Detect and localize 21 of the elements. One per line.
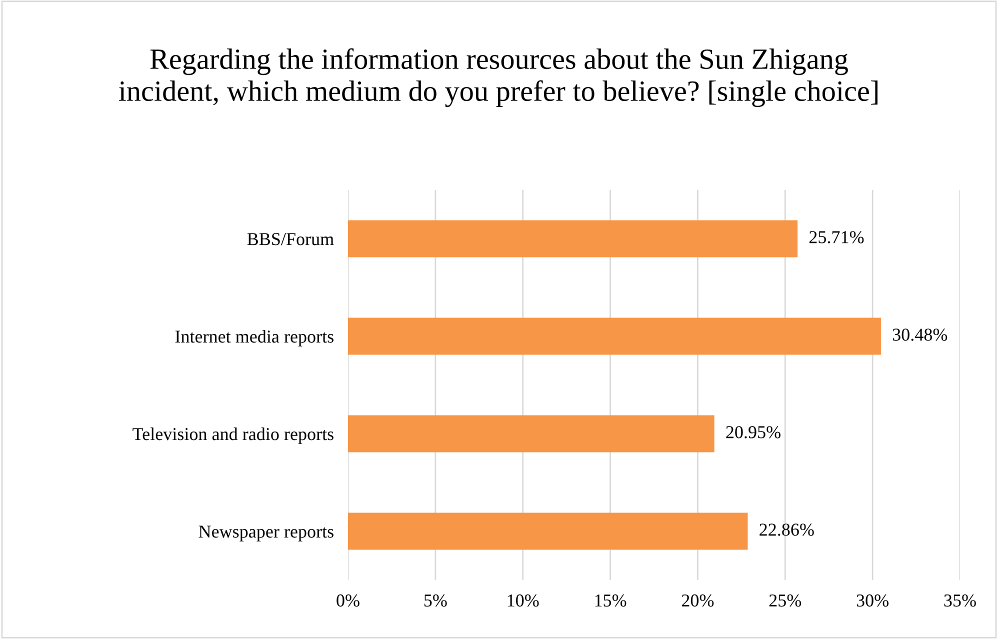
x-tick-label: 20% <box>682 594 714 607</box>
data-label: 22.86% <box>760 524 814 536</box>
x-tick-label: 0% <box>336 594 360 607</box>
bar <box>348 220 798 258</box>
bar <box>348 318 881 355</box>
x-tick-label: 15% <box>595 594 626 607</box>
x-tick-label: 25% <box>769 594 802 607</box>
y-tick-label: Television and radio reports <box>132 427 334 444</box>
x-tick-label: 30% <box>856 594 889 607</box>
chart-title: Regarding the information resources about the Sun Zhigang incident, which medium do you prefer to believe? [single choice] <box>118 48 878 108</box>
data-label: 20.95% <box>726 426 780 438</box>
data-label: 30.48% <box>892 328 948 341</box>
x-tick-label: 10% <box>508 594 539 607</box>
y-tick-label: Internet media reports <box>175 330 334 346</box>
bar <box>348 415 714 452</box>
data-label: 25.71% <box>809 231 864 244</box>
bar <box>348 512 748 550</box>
y-tick-label: BBS/Forum <box>247 233 334 246</box>
x-tick-label: 5% <box>424 594 447 607</box>
x-tick-label: 35% <box>944 594 976 607</box>
y-tick-label: Newspaper reports <box>198 526 334 542</box>
